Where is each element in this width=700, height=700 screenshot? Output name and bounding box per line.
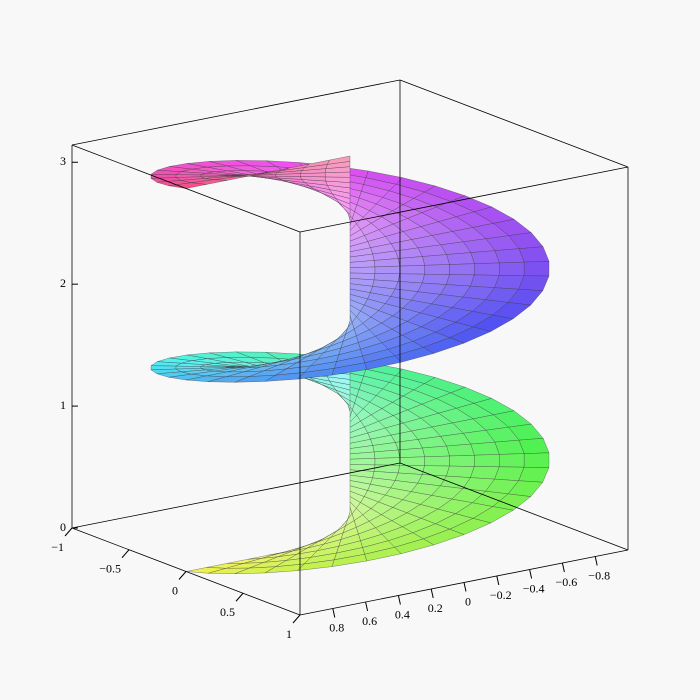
surface-patch (470, 441, 500, 456)
x-tick-label: −0.5 (99, 562, 121, 576)
surface-patch (474, 262, 500, 276)
x-tick (64, 527, 73, 537)
surface-patch (422, 445, 450, 458)
box-edge (71, 462, 401, 529)
y-tick-label: 0.8 (329, 620, 344, 634)
surface-patch (498, 453, 525, 468)
surface-patch (449, 263, 475, 276)
x-tick-label: 1 (286, 627, 292, 641)
surface-patch (424, 264, 450, 275)
y-tick-label: −0.2 (490, 588, 512, 602)
surface-patch (498, 261, 525, 276)
z-tick-label: 2 (60, 276, 66, 290)
surface-patch (494, 248, 525, 264)
box-edge (71, 144, 301, 233)
x-tick (235, 592, 244, 602)
surface-patch (470, 250, 500, 264)
surface-patch (397, 447, 425, 458)
y-tick-label: 0 (465, 594, 471, 608)
surface-patch (421, 465, 450, 477)
surface-patch (449, 454, 475, 467)
x-tick-label: 0.5 (220, 605, 235, 619)
surface-patch (518, 466, 550, 483)
surface (150, 155, 550, 575)
y-tick (430, 588, 434, 599)
z-tick-label: 1 (60, 398, 66, 412)
y-tick (561, 562, 565, 573)
y-tick (463, 582, 467, 592)
y-tick (365, 601, 369, 612)
surface-patch (446, 465, 475, 478)
y-tick (496, 575, 500, 586)
surface-patch (446, 252, 475, 265)
x-tick (121, 549, 130, 559)
surface-patch (422, 254, 450, 266)
box-edge (71, 79, 401, 146)
y-tick-label: −0.8 (588, 568, 610, 582)
y-tick (529, 569, 533, 579)
x-tick (178, 571, 187, 580)
surface-patch (397, 256, 425, 267)
surface-patch (470, 466, 500, 480)
z-tick-label: 3 (60, 154, 66, 168)
surface-patch (374, 265, 401, 275)
x-tick-label: 0 (172, 583, 178, 597)
surface-patch (523, 261, 550, 277)
y-tick (397, 595, 401, 605)
x-tick-label: −1 (51, 540, 64, 554)
y-tick-label: 0.6 (362, 614, 377, 628)
surface-patch (446, 274, 475, 287)
x-tick (292, 614, 301, 624)
surface-patch (494, 439, 525, 455)
y-tick-label: 0.2 (428, 601, 443, 615)
surface-patch (399, 265, 425, 275)
surface-patch (474, 454, 500, 468)
surface-patch (518, 275, 550, 292)
surface-patch (349, 266, 376, 274)
z-tick-label: 0 (60, 520, 66, 534)
surface-patch (349, 458, 376, 466)
box-edge (399, 79, 629, 168)
y-tick-label: −0.4 (523, 581, 545, 595)
y-tick (594, 556, 598, 566)
box-edge (399, 462, 629, 551)
surface-patch (446, 443, 475, 457)
surface-patch (421, 273, 450, 285)
y-tick (332, 608, 336, 618)
surface-patch (470, 274, 500, 288)
surface-patch (523, 452, 550, 468)
surface-patch (424, 455, 450, 467)
box-edge (299, 166, 629, 233)
y-tick-label: −0.6 (556, 575, 578, 589)
y-tick-label: 0.4 (395, 607, 410, 621)
